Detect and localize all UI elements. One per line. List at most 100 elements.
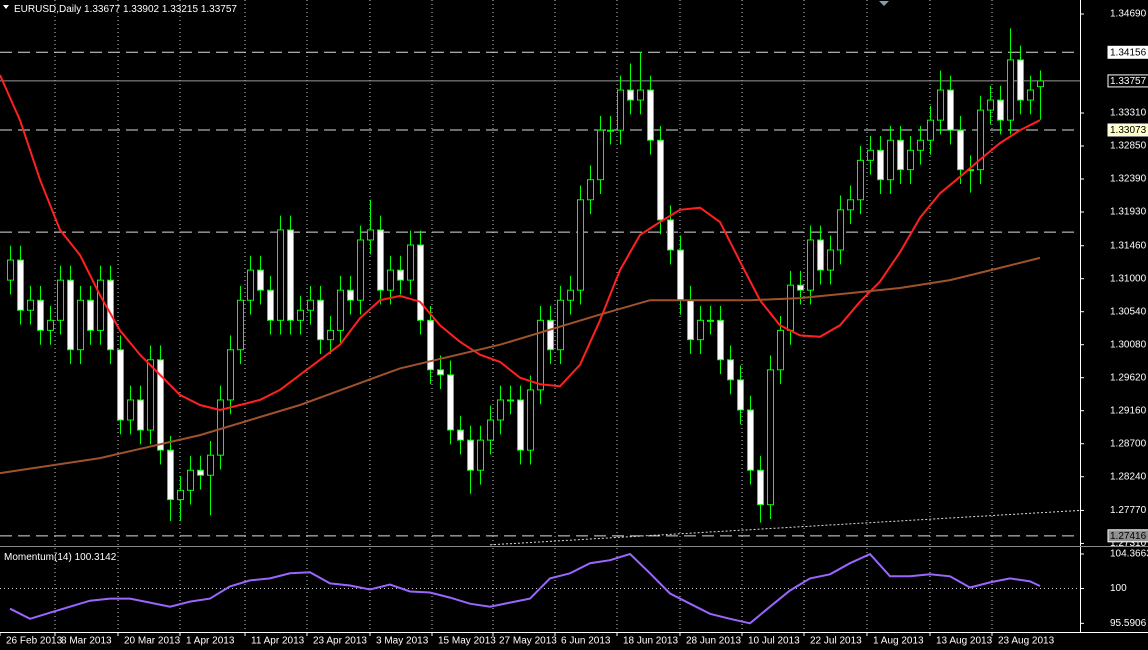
candle-body bbox=[617, 89, 624, 131]
candle-body bbox=[127, 399, 134, 421]
candle-body bbox=[287, 229, 294, 321]
candle-body bbox=[47, 319, 54, 331]
candle-body bbox=[307, 299, 314, 311]
candle-body bbox=[477, 439, 484, 471]
level-label-box bbox=[1107, 45, 1148, 59]
candle-body bbox=[987, 99, 994, 111]
candle-body bbox=[357, 239, 364, 301]
candle-body bbox=[687, 299, 694, 341]
level-label-box bbox=[1107, 123, 1148, 137]
y-tick-label: 1.32390 bbox=[1110, 174, 1147, 185]
level-label-box bbox=[1107, 529, 1148, 543]
moving-average bbox=[0, 74, 1041, 412]
candle-body bbox=[177, 489, 184, 501]
candle-body bbox=[567, 289, 574, 301]
candle-body bbox=[787, 284, 794, 331]
candle-body bbox=[677, 249, 684, 301]
shift-marker bbox=[879, 1, 889, 6]
candle-body bbox=[137, 399, 144, 431]
candle-body bbox=[1037, 80, 1044, 88]
candle-body bbox=[857, 159, 864, 201]
candle-body bbox=[777, 329, 784, 371]
candle-body bbox=[487, 419, 494, 441]
candle-body bbox=[847, 199, 854, 211]
y-tick-label: 1.29620 bbox=[1110, 372, 1147, 383]
candle-body bbox=[977, 109, 984, 171]
candle-body bbox=[817, 239, 824, 271]
level-label: 1.33073 bbox=[1110, 125, 1147, 136]
candle-body bbox=[197, 469, 204, 476]
x-tick-label: 20 Mar 2013 bbox=[124, 636, 181, 647]
candle-body bbox=[897, 139, 904, 171]
open: 1.33677 bbox=[84, 4, 121, 15]
moving-average bbox=[0, 256, 1041, 475]
high: 1.33902 bbox=[123, 4, 160, 15]
candle-body bbox=[417, 244, 424, 321]
candle-body bbox=[267, 289, 274, 321]
candle-body bbox=[257, 269, 264, 291]
candle-body bbox=[1017, 59, 1024, 101]
y-tick-label: 1.30540 bbox=[1110, 306, 1147, 317]
candle-body bbox=[277, 229, 284, 321]
chart-header: EURUSD,Daily 1.33677 1.33902 1.33215 1.3… bbox=[14, 4, 237, 15]
y-tick-label: 1.27770 bbox=[1110, 505, 1147, 516]
y-tick-label: 1.34690 bbox=[1110, 9, 1147, 20]
y-tick-label: 1.28240 bbox=[1110, 471, 1147, 482]
candle-body bbox=[887, 139, 894, 181]
candle-body bbox=[167, 449, 174, 501]
candle-body bbox=[147, 359, 154, 431]
candle-body bbox=[927, 119, 934, 141]
candle-body bbox=[957, 129, 964, 171]
candle-body bbox=[597, 129, 604, 181]
candle-body bbox=[227, 349, 234, 401]
candle-body bbox=[537, 319, 544, 391]
candle-body bbox=[327, 329, 334, 341]
candle-body bbox=[377, 229, 384, 291]
candle-body bbox=[507, 399, 514, 402]
x-tick-label: 1 Aug 2013 bbox=[873, 636, 924, 647]
candle-body bbox=[757, 469, 764, 506]
candle-body bbox=[937, 89, 944, 121]
symbol: EURUSD,Daily bbox=[14, 4, 81, 15]
candle-body bbox=[727, 359, 734, 381]
candle-body bbox=[647, 89, 654, 141]
trend-line bbox=[489, 509, 1081, 546]
low: 1.33215 bbox=[162, 4, 199, 15]
candle-body bbox=[117, 349, 124, 421]
candle-body bbox=[657, 139, 664, 221]
candle-body bbox=[427, 319, 434, 371]
candle-body bbox=[577, 199, 584, 291]
candle-body bbox=[207, 454, 214, 476]
candle-body bbox=[387, 269, 394, 291]
candle-body bbox=[317, 299, 324, 341]
y-tick-label: 1.33310 bbox=[1110, 108, 1147, 119]
x-tick-label: 28 Jun 2013 bbox=[686, 636, 741, 647]
y-tick-label: 100 bbox=[1110, 583, 1127, 594]
y-tick-label: 104.3663 bbox=[1110, 549, 1148, 560]
candle-body bbox=[877, 149, 884, 181]
candle-body bbox=[367, 229, 374, 241]
candle-body bbox=[527, 389, 534, 451]
candle-body bbox=[497, 399, 504, 421]
candle-body bbox=[747, 409, 754, 471]
x-tick-label: 22 Jul 2013 bbox=[810, 636, 862, 647]
candle-body bbox=[57, 279, 64, 321]
candle-body bbox=[67, 279, 74, 351]
candle-body bbox=[37, 299, 44, 331]
candle-body bbox=[457, 429, 464, 441]
candle-body bbox=[97, 279, 104, 331]
menu-arrow[interactable] bbox=[3, 5, 9, 9]
candle-body bbox=[637, 89, 644, 101]
x-tick-label: 1 Apr 2013 bbox=[186, 636, 235, 647]
candle-body bbox=[297, 309, 304, 321]
candle-body bbox=[1027, 89, 1034, 101]
y-tick-label: 1.31000 bbox=[1110, 273, 1147, 284]
close: 1.33757 bbox=[201, 4, 238, 15]
x-tick-label: 15 May 2013 bbox=[438, 636, 496, 647]
y-tick-label: 1.29160 bbox=[1110, 405, 1147, 416]
y-tick-label: 1.32850 bbox=[1110, 141, 1147, 152]
y-tick-label: 1.31930 bbox=[1110, 207, 1147, 218]
candle-body bbox=[697, 319, 704, 341]
